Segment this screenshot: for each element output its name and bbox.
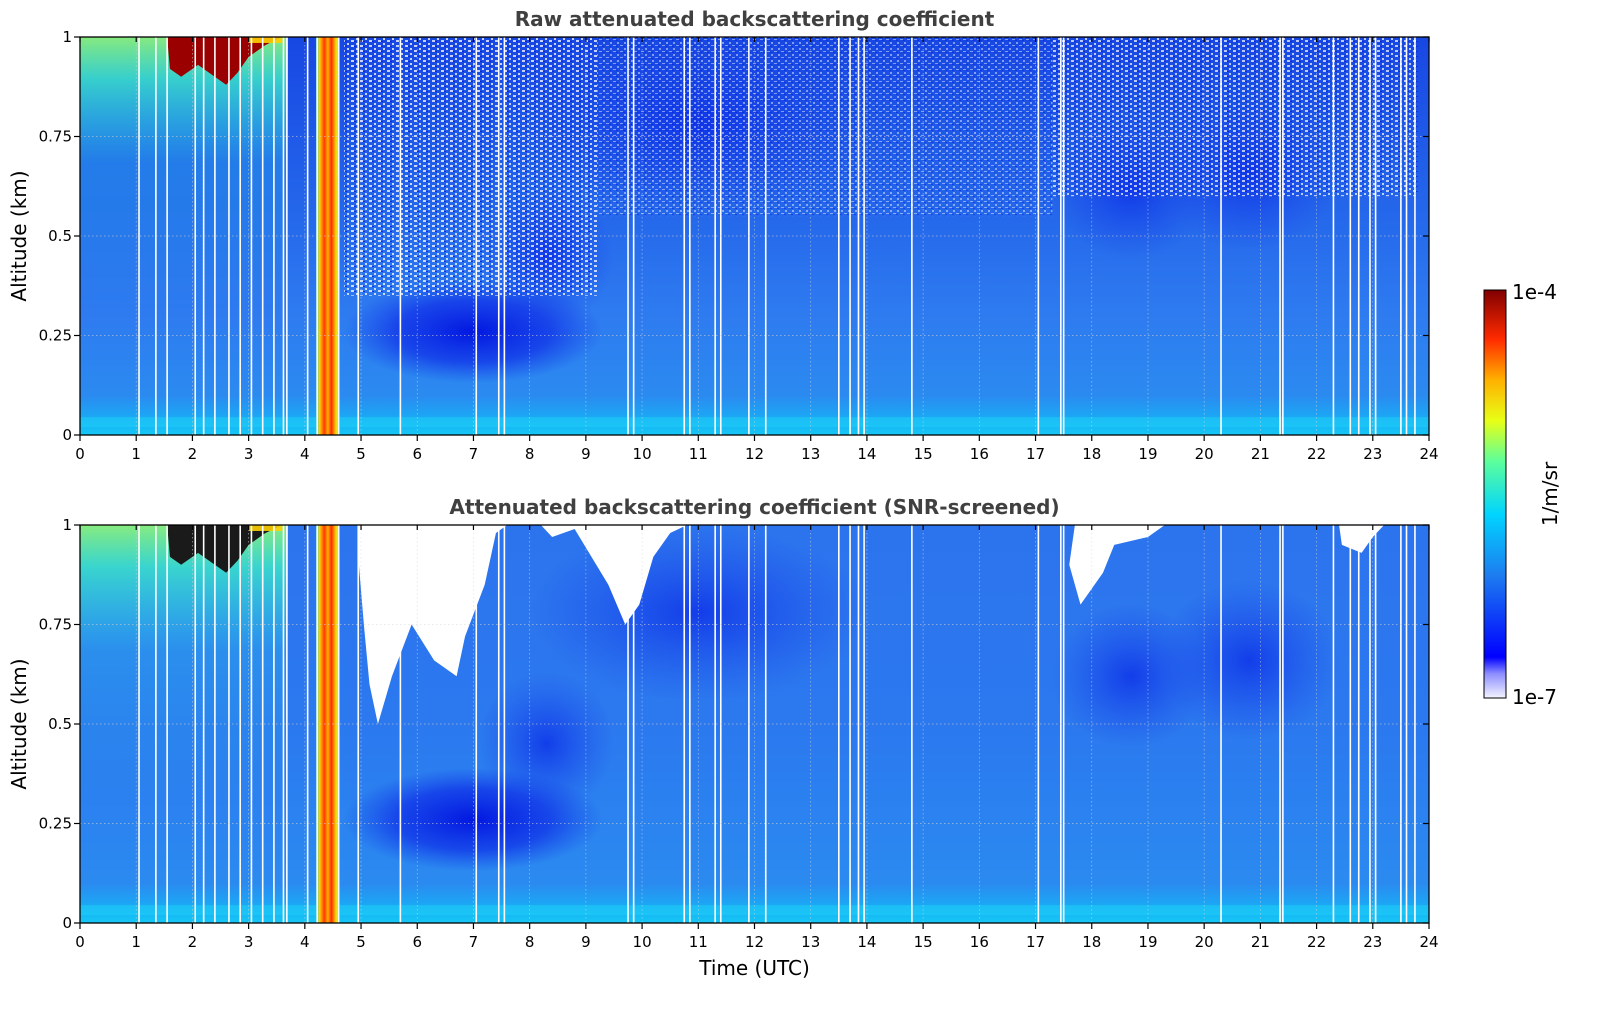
y-tick-label: 0.5 — [48, 227, 72, 245]
grid — [80, 37, 1429, 435]
y-tick-label: 0.5 — [48, 715, 72, 733]
x-tick-label: 10 — [633, 445, 652, 463]
x-tick-label: 11 — [689, 933, 708, 951]
cloud-edge — [248, 37, 283, 43]
y-tick-label: 0.75 — [39, 616, 72, 634]
noise-region — [344, 37, 598, 296]
x-tick-label: 24 — [1419, 445, 1438, 463]
x-tick-label: 6 — [412, 445, 422, 463]
x-tick-label: 16 — [970, 445, 989, 463]
x-tick-label: 24 — [1419, 933, 1438, 951]
y-tick-label: 0.25 — [39, 815, 72, 833]
early-haze-layer — [80, 37, 288, 316]
x-tick-label: 20 — [1195, 933, 1214, 951]
x-tick-label: 21 — [1251, 933, 1270, 951]
aerosol-structure — [479, 672, 614, 816]
y-tick-label: 0 — [62, 426, 72, 444]
x-tick-label: 19 — [1138, 445, 1157, 463]
screened-region — [1069, 525, 1165, 605]
colorbar-unit-label: 1/m/sr — [1538, 461, 1562, 526]
x-tick-label: 17 — [1026, 445, 1045, 463]
y-tick-label: 0 — [62, 914, 72, 932]
x-tick-label: 9 — [581, 445, 591, 463]
x-tick-label: 21 — [1251, 445, 1270, 463]
dense-aerosol-column — [316, 37, 340, 435]
x-tick-label: 23 — [1363, 933, 1382, 951]
x-tick-label: 7 — [469, 445, 479, 463]
noise-region — [1052, 37, 1418, 197]
x-tick-label: 20 — [1195, 445, 1214, 463]
x-tick-label: 4 — [300, 933, 310, 951]
x-tick-label: 9 — [581, 933, 591, 951]
heatmap-field — [80, 37, 1429, 435]
x-tick-label: 16 — [970, 933, 989, 951]
x-tick-label: 14 — [857, 933, 876, 951]
panel-title: Raw attenuated backscattering coefficien… — [515, 7, 995, 31]
x-tick-label: 1 — [131, 933, 141, 951]
x-tick-label: 10 — [633, 933, 652, 951]
panel-title: Attenuated backscattering coefficient (S… — [449, 495, 1059, 519]
x-tick-label: 12 — [745, 933, 764, 951]
panel-1: 0 1 2 3 4 5 6 7 8 9 10 11 12 13 14 15 16 17 18 19 20 21 22 23 24… — [7, 7, 1439, 463]
cloud-edge — [248, 525, 283, 531]
colorbar: 1e-4 1e-7 1/m/sr — [1483, 280, 1562, 709]
y-tick-label: 1 — [62, 516, 72, 534]
x-tick-label: 17 — [1026, 933, 1045, 951]
x-tick-label: 5 — [356, 445, 366, 463]
y-tick-label: 0.75 — [39, 128, 72, 146]
x-tick-label: 7 — [469, 933, 479, 951]
x-axis-label: Time (UTC) — [698, 956, 810, 980]
heatmap-field — [80, 525, 1429, 923]
x-tick-label: 3 — [244, 933, 254, 951]
panel-2: 0 1 2 3 4 5 6 7 8 9 10 11 12 13 14 15 16 17 18 19 20 21 22 23 24… — [7, 495, 1439, 980]
x-tick-label: 13 — [801, 933, 820, 951]
x-tick-label: 5 — [356, 933, 366, 951]
x-tick-label: 8 — [525, 445, 535, 463]
colorbar-max-label: 1e-4 — [1512, 280, 1557, 304]
early-haze-layer — [80, 525, 288, 804]
x-tick-label: 2 — [188, 933, 198, 951]
grid — [80, 525, 1429, 923]
x-tick-label: 0 — [75, 933, 85, 951]
x-tick-label: 8 — [525, 933, 535, 951]
x-tick-label: 19 — [1138, 933, 1157, 951]
noise-region — [597, 37, 1053, 217]
x-tick-label: 12 — [745, 445, 764, 463]
y-axis-label: Altitude (km) — [7, 658, 31, 789]
x-tick-label: 22 — [1307, 445, 1326, 463]
x-tick-label: 2 — [188, 445, 198, 463]
x-tick-label: 3 — [244, 445, 254, 463]
x-tick-label: 15 — [914, 445, 933, 463]
y-tick-label: 1 — [62, 28, 72, 46]
x-tick-label: 6 — [412, 933, 422, 951]
x-tick-label: 11 — [689, 445, 708, 463]
y-axis-label: Altitude (km) — [7, 170, 31, 301]
x-tick-label: 14 — [857, 445, 876, 463]
colorbar-scale — [1483, 289, 1507, 699]
x-tick-label: 1 — [131, 445, 141, 463]
x-tick-label: 23 — [1363, 445, 1382, 463]
x-tick-label: 0 — [75, 445, 85, 463]
x-tick-label: 18 — [1082, 445, 1101, 463]
aerosol-structure — [1159, 580, 1340, 740]
x-tick-label: 4 — [300, 445, 310, 463]
y-tick-label: 0.25 — [39, 327, 72, 345]
x-tick-label: 18 — [1082, 933, 1101, 951]
x-tick-label: 13 — [801, 445, 820, 463]
screened-region — [540, 525, 688, 625]
dense-aerosol-column — [316, 525, 340, 923]
colorbar-min-label: 1e-7 — [1512, 685, 1557, 709]
x-tick-label: 15 — [914, 933, 933, 951]
x-tick-label: 22 — [1307, 933, 1326, 951]
